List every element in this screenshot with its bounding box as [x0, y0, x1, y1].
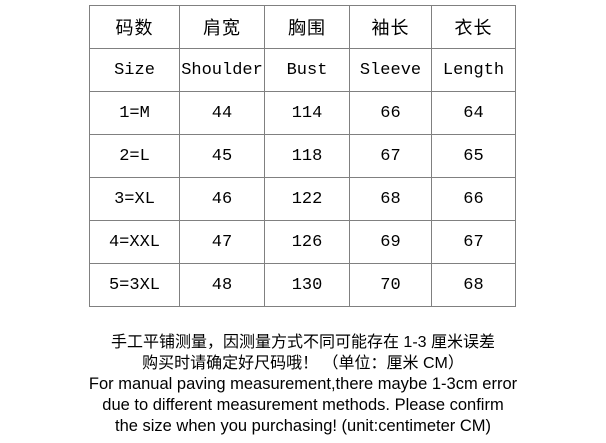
table-row: 5=3XL 48 130 70 68: [89, 263, 516, 307]
cell-sleeve: 66: [349, 91, 432, 135]
cell-length: 66: [431, 177, 516, 221]
cell-bust: 118: [264, 134, 350, 178]
note-line-en-3: the size when you purchasing! (unit:cent…: [114, 417, 491, 435]
cell-bust: 130: [264, 263, 350, 307]
cell-sleeve: 68: [349, 177, 432, 221]
cell-shoulder: 48: [179, 263, 265, 307]
measurement-note: 手工平铺测量，因测量方式不同可能存在 1-3 厘米误差 购买时请确定好尺码哦！ …: [0, 332, 606, 437]
table-header-row-zh: 码数 肩宽 胸围 袖长 衣长: [89, 5, 516, 49]
cell-size: 2=L: [89, 134, 180, 178]
table-row: 3=XL 46 122 68 66: [89, 177, 516, 221]
cell-size: 3=XL: [89, 177, 180, 221]
note-line-zh-1: 手工平铺测量，因测量方式不同可能存在 1-3 厘米误差: [110, 334, 496, 351]
cell-bust: 126: [264, 220, 350, 264]
table-row: 2=L 45 118 67 65: [89, 134, 516, 178]
cell-length: 65: [431, 134, 516, 178]
header-length-en: Length: [431, 48, 516, 92]
cell-shoulder: 47: [179, 220, 265, 264]
cell-bust: 114: [264, 91, 350, 135]
table-row: 1=M 44 114 66 64: [89, 91, 516, 135]
header-sleeve-en: Sleeve: [349, 48, 432, 92]
header-sleeve-zh: 袖长: [349, 5, 432, 49]
size-table: 码数 肩宽 胸围 袖长 衣长 Size Shoulder Bust Sleeve…: [89, 5, 516, 307]
cell-size: 5=3XL: [89, 263, 180, 307]
cell-length: 64: [431, 91, 516, 135]
cell-length: 68: [431, 263, 516, 307]
header-size-en: Size: [89, 48, 180, 92]
cell-sleeve: 69: [349, 220, 432, 264]
cell-size: 1=M: [89, 91, 180, 135]
cell-sleeve: 67: [349, 134, 432, 178]
cell-shoulder: 44: [179, 91, 265, 135]
table-row: 4=XXL 47 126 69 67: [89, 220, 516, 264]
header-bust-zh: 胸围: [264, 5, 350, 49]
header-bust-en: Bust: [264, 48, 350, 92]
cell-shoulder: 46: [179, 177, 265, 221]
note-line-en-1: For manual paving measurement,there mayb…: [88, 375, 518, 393]
header-length-zh: 衣长: [431, 5, 516, 49]
cell-shoulder: 45: [179, 134, 265, 178]
cell-sleeve: 70: [349, 263, 432, 307]
header-shoulder-zh: 肩宽: [179, 5, 265, 49]
cell-bust: 122: [264, 177, 350, 221]
cell-length: 67: [431, 220, 516, 264]
note-line-zh-2: 购买时请确定好尺码哦！ （单位：厘米 CM）: [142, 355, 464, 372]
header-size-zh: 码数: [89, 5, 180, 49]
header-shoulder-en: Shoulder: [179, 48, 265, 92]
cell-size: 4=XXL: [89, 220, 180, 264]
note-line-en-2: due to different measurement methods. Pl…: [102, 396, 504, 414]
table-header-row-en: Size Shoulder Bust Sleeve Length: [89, 48, 516, 92]
